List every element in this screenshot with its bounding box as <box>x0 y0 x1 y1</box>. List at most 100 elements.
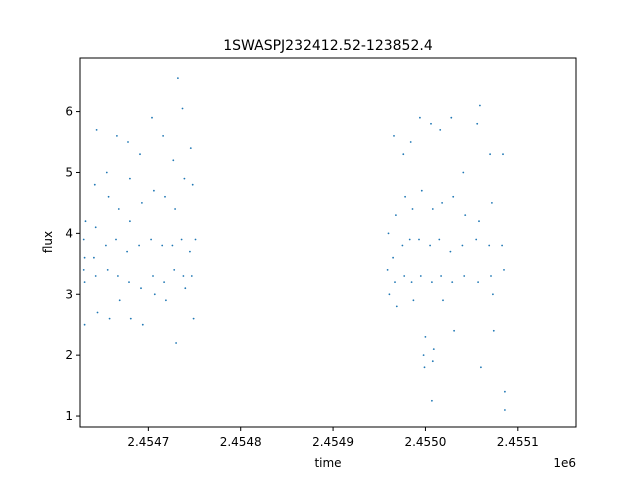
data-point <box>491 202 493 204</box>
data-point <box>479 104 481 107</box>
data-point <box>502 153 504 156</box>
y-axis: 1 2 3 4 5 6 <box>65 105 80 423</box>
data-point <box>183 177 186 180</box>
data-point <box>164 195 166 198</box>
data-point <box>118 299 121 302</box>
data-point <box>116 135 118 137</box>
data-point <box>475 238 478 241</box>
data-point <box>441 202 443 204</box>
chart-title: 1SWASPJ232412.52-123852.4 <box>223 38 433 54</box>
data-point <box>115 238 117 241</box>
data-point <box>432 348 435 350</box>
data-point <box>177 77 179 79</box>
data-point <box>393 135 395 137</box>
y-tick-label: 6 <box>65 105 73 119</box>
data-point <box>453 329 455 332</box>
data-point <box>430 122 432 125</box>
data-point <box>401 244 404 247</box>
data-point <box>440 275 442 277</box>
data-point <box>191 183 194 186</box>
x-tick-label: 2.4550 <box>404 435 446 449</box>
data-point <box>411 208 414 210</box>
data-point <box>107 195 110 198</box>
data-point <box>105 244 107 247</box>
y-axis-label: flux <box>41 231 55 253</box>
data-point <box>83 256 86 259</box>
data-point <box>93 256 95 259</box>
data-point <box>492 329 495 332</box>
data-point <box>194 238 197 241</box>
y-tick-label: 3 <box>65 287 73 301</box>
data-point <box>403 275 406 277</box>
data-point <box>420 189 423 192</box>
data-point <box>409 141 412 143</box>
data-point <box>96 311 99 314</box>
data-point <box>503 269 505 271</box>
data-point <box>189 147 192 150</box>
y-tick-label: 4 <box>65 226 73 240</box>
data-point <box>189 250 191 253</box>
plot-frame <box>79 57 577 428</box>
data-point <box>395 214 397 217</box>
data-point <box>150 238 153 241</box>
data-point <box>492 293 494 296</box>
x-axis-label: time <box>314 456 341 470</box>
data-point <box>172 159 175 162</box>
data-point <box>153 293 156 296</box>
data-point <box>462 171 465 174</box>
data-point <box>151 116 153 119</box>
data-point <box>94 275 97 277</box>
data-point <box>402 153 405 156</box>
data-point <box>175 342 178 344</box>
data-point <box>418 238 420 241</box>
x-tick-label: 2.4549 <box>312 435 354 449</box>
y-tick-label: 2 <box>65 348 73 362</box>
y-tick-label: 1 <box>65 409 73 423</box>
data-point <box>388 293 391 296</box>
data-point <box>82 269 85 271</box>
data-point <box>442 299 444 302</box>
data-point <box>93 183 96 186</box>
data-point <box>126 250 128 253</box>
data-point <box>171 244 174 247</box>
data-point <box>464 214 467 217</box>
x-axis: 2.4547 2.4548 2.4549 2.4550 2.4551 <box>127 427 539 449</box>
data-point <box>488 244 491 247</box>
data-point <box>117 275 119 277</box>
data-point <box>84 220 87 223</box>
data-point <box>153 189 155 192</box>
data-point <box>451 281 454 283</box>
data-point <box>439 129 442 131</box>
data-point <box>190 275 193 277</box>
data-point <box>184 287 187 290</box>
data-point <box>438 238 441 241</box>
data-point <box>106 269 109 271</box>
data-points <box>82 77 506 411</box>
data-point <box>489 153 491 156</box>
x-tick-label: 2.4551 <box>497 435 539 449</box>
data-point <box>138 244 141 247</box>
data-point <box>173 269 176 271</box>
data-point <box>108 317 111 320</box>
data-point <box>94 226 97 229</box>
data-point <box>463 275 466 277</box>
data-point <box>404 195 406 198</box>
data-point <box>192 317 195 320</box>
data-point <box>162 135 165 137</box>
data-point <box>117 208 120 210</box>
data-point <box>129 220 131 223</box>
data-point <box>480 366 482 369</box>
x-tick-label: 2.4548 <box>220 435 262 449</box>
data-point <box>83 323 86 326</box>
data-point <box>387 232 390 235</box>
data-point <box>476 122 479 125</box>
data-point <box>419 116 421 119</box>
data-point <box>431 360 434 363</box>
data-point <box>165 299 167 302</box>
data-point <box>152 275 154 277</box>
data-point <box>431 208 434 210</box>
data-point <box>386 269 389 271</box>
data-point <box>461 244 464 247</box>
y-tick-label: 5 <box>65 165 73 179</box>
